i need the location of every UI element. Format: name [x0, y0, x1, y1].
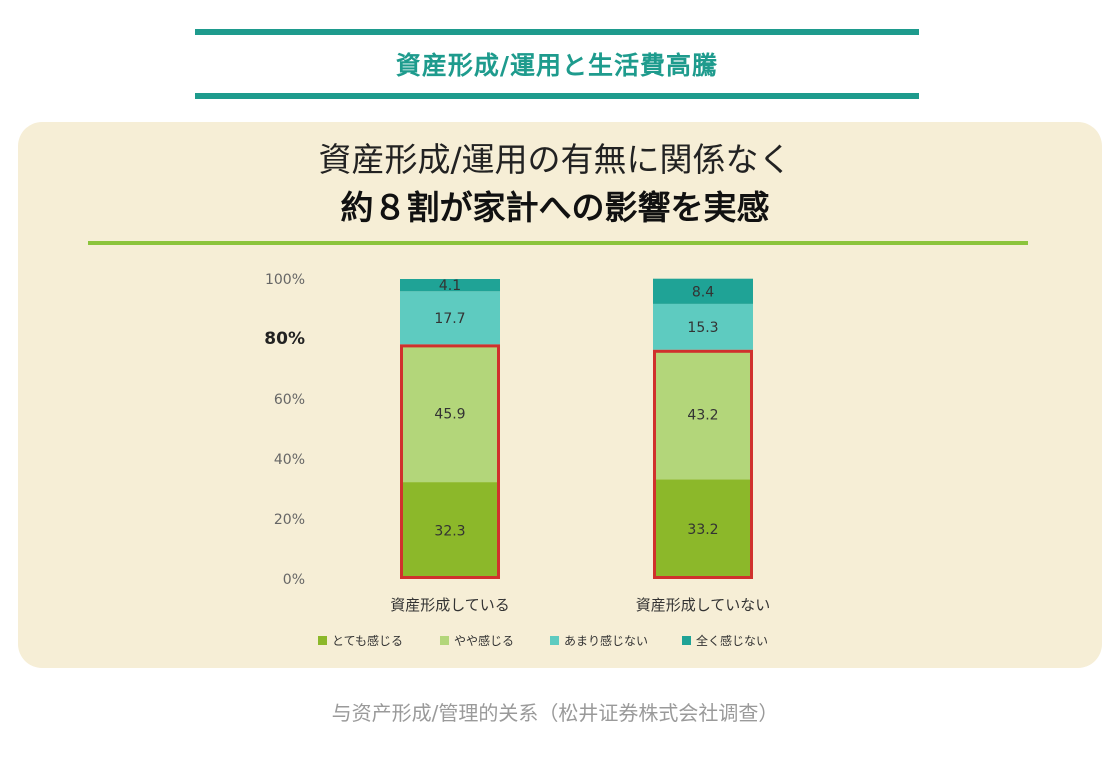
bar-segment	[400, 291, 500, 345]
bar-segment	[653, 278, 753, 304]
y-tick-label: 40%	[274, 452, 305, 468]
data-label: 45.9	[434, 406, 465, 422]
header-title: 資産形成/運用と生活費高騰	[395, 51, 719, 80]
data-label: 43.2	[687, 408, 718, 424]
headline-line-1: 資産形成/運用の有無に関係なく	[318, 140, 792, 179]
legend-swatch	[682, 636, 691, 645]
y-tick-label: 100%	[265, 272, 305, 288]
bar-segment	[653, 303, 753, 350]
legend-label: あまり感じない	[564, 633, 648, 648]
y-tick-label: 60%	[274, 392, 305, 408]
data-label: 33.2	[687, 522, 718, 538]
data-label: 4.1	[439, 278, 461, 294]
bar-segment	[400, 344, 500, 483]
legend-swatch	[318, 636, 327, 645]
y-tick-label: 0%	[283, 572, 305, 588]
highlight-box	[653, 349, 753, 579]
headline-underline	[88, 241, 1028, 245]
bar-segment	[653, 479, 753, 579]
category-label: 資産形成していない	[636, 596, 771, 614]
headline-line-2: 約８割が家計への影響を実感	[340, 188, 770, 227]
legend-label: やや感じる	[454, 633, 514, 648]
y-tick-label: 80%	[264, 329, 305, 349]
category-label: 資産形成している	[390, 596, 510, 614]
bar-segment	[653, 349, 753, 480]
legend-swatch	[550, 636, 559, 645]
highlight-box	[400, 344, 500, 579]
legend-swatch	[440, 636, 449, 645]
data-label: 15.3	[687, 320, 718, 336]
data-label: 32.3	[434, 524, 465, 540]
data-label: 17.7	[434, 311, 465, 327]
legend-label: 全く感じない	[696, 633, 768, 648]
y-tick-label: 20%	[274, 512, 305, 528]
legend-label: とても感じる	[332, 633, 403, 648]
chart-panel	[18, 122, 1102, 668]
data-label: 8.4	[692, 284, 714, 300]
header-bottom-rule	[195, 93, 919, 99]
bar-segment	[400, 279, 500, 292]
figure-caption: 与资产形成/管理的关系（松井证券株式会社调查）	[331, 701, 779, 725]
bar-segment	[400, 482, 500, 579]
header-top-rule	[195, 29, 919, 35]
